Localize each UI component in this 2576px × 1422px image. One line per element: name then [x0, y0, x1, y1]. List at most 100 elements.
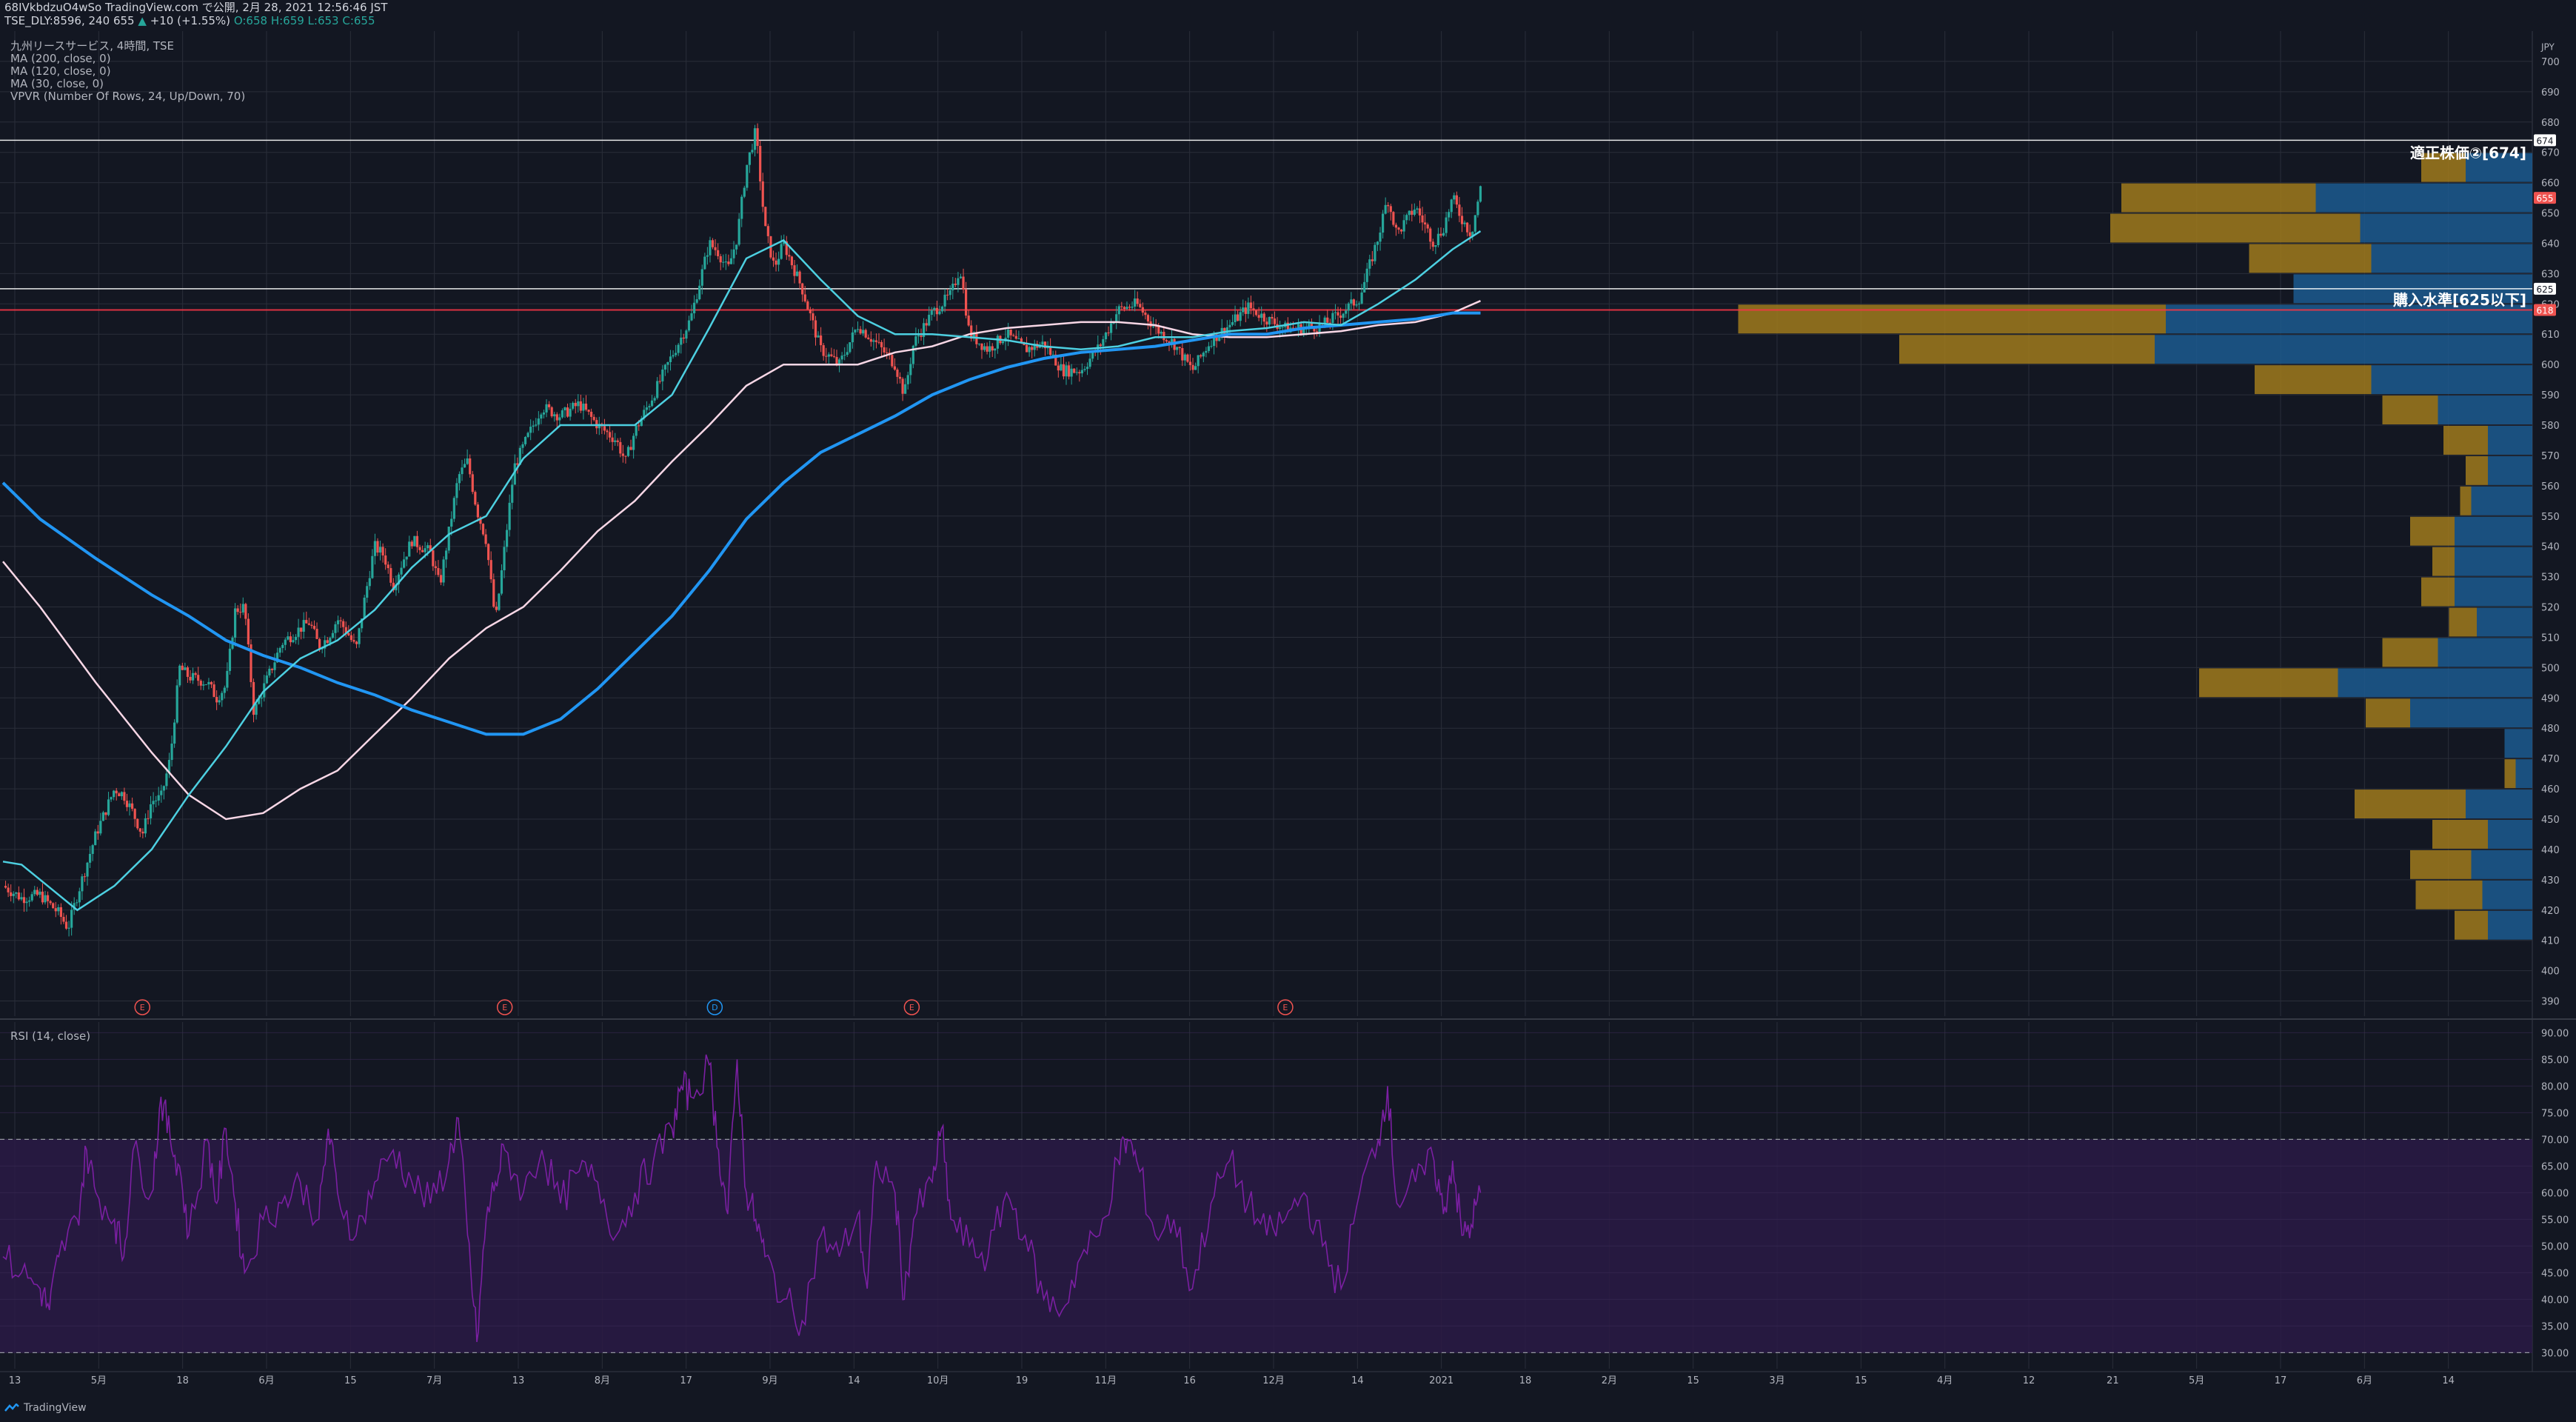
legend-ma30[interactable]: MA (30, close, 0): [10, 77, 104, 90]
candle-body-up: [149, 804, 153, 818]
candle-body-down: [54, 908, 57, 912]
volume-profile-bar-up: [2371, 365, 2532, 395]
candle-body-up: [221, 692, 224, 701]
candle-body-up: [165, 773, 168, 787]
candle-body-up: [680, 337, 683, 345]
candle-body-up: [553, 414, 556, 417]
candle-body-up: [76, 902, 78, 904]
candle-body-up: [88, 853, 92, 863]
candle-body-up: [1070, 368, 1073, 377]
candle-body-down: [83, 876, 87, 878]
time-tick-label: 12: [2023, 1375, 2035, 1386]
legend-vpvr[interactable]: VPVR (Number Of Rows, 24, Up/Down, 70): [10, 90, 246, 103]
candle-body-up: [513, 463, 516, 485]
time-tick-label: 3月: [1769, 1375, 1784, 1386]
candle-body-down: [389, 568, 392, 583]
volume-profile-bar-up: [2315, 183, 2532, 213]
volume-profile-bar-down: [2121, 183, 2316, 213]
candle-body-down: [1025, 344, 1028, 353]
candle-body-down: [244, 604, 247, 619]
candle-body-down: [342, 621, 345, 627]
candle-body-up: [368, 578, 371, 587]
candle-body-down: [1178, 347, 1181, 349]
candle-body-down: [62, 916, 65, 922]
candle-body-up: [20, 897, 23, 900]
footer-brand[interactable]: TradingView: [4, 1402, 87, 1414]
earnings-marker-label: E: [140, 1003, 145, 1012]
candle-body-down: [1426, 224, 1429, 229]
candle-body-down: [315, 629, 318, 639]
candle-body-up: [128, 803, 131, 807]
time-tick-label: 11月: [1095, 1375, 1117, 1386]
candle-body-up: [849, 342, 852, 353]
candle-body-down: [141, 831, 144, 834]
rsi-tick-label: 40.00: [2541, 1295, 2569, 1306]
candle-body-up: [1194, 366, 1197, 370]
candle-body-down: [349, 635, 352, 641]
rsi-tick-label: 85.00: [2541, 1055, 2569, 1066]
candle-body-up: [1368, 259, 1371, 269]
candle-body-up: [1384, 204, 1387, 214]
candle-body-up: [1402, 220, 1405, 232]
candle-body-up: [397, 574, 401, 585]
candle-body-up: [403, 559, 406, 568]
volume-profile-bar-down: [2366, 698, 2410, 728]
time-tick-label: 17: [2275, 1375, 2287, 1386]
ma120-line: [1, 311, 1481, 736]
candle-body-up: [983, 346, 986, 350]
price-tick-label: 410: [2541, 936, 2560, 947]
candle-body-down: [1352, 299, 1356, 306]
candle-body-up: [1242, 307, 1245, 313]
candle-body-down: [326, 640, 329, 644]
candle-body-up: [1355, 304, 1358, 306]
candle-body-down: [476, 504, 479, 518]
candle-body-up: [1239, 312, 1242, 321]
candle-body-down: [1429, 228, 1432, 242]
candle-body-up: [455, 483, 458, 498]
volume-profile-bar-down: [1738, 304, 2166, 334]
rsi-pane-title[interactable]: RSI (14, close): [10, 1029, 91, 1043]
time-tick-label: 6月: [258, 1375, 274, 1386]
candle-body-up: [1091, 351, 1094, 359]
earnings-marker-icon: [903, 999, 920, 1015]
candle-body-up: [856, 329, 860, 330]
candle-body-up: [780, 244, 783, 259]
candle-body-up: [336, 620, 340, 624]
candle-body-up: [561, 410, 564, 418]
candle-body-down: [236, 608, 239, 612]
candle-body-down: [147, 818, 150, 819]
candle-body-down: [487, 544, 490, 561]
candle-body-down: [962, 276, 965, 290]
candle-body-down: [638, 425, 640, 427]
candle-body-up: [334, 624, 337, 633]
candle-body-up: [1001, 341, 1005, 344]
volume-profile-bar-down: [2432, 547, 2455, 576]
candle-body-down: [347, 632, 350, 635]
candle-body-down: [1397, 227, 1400, 230]
candle-body-down: [115, 790, 118, 794]
candle-body-up: [1374, 244, 1376, 261]
candle-body-down: [880, 341, 883, 347]
candle-body-up: [1117, 306, 1120, 315]
legend-ma200[interactable]: MA (200, close, 0): [10, 52, 111, 65]
candle-body-down: [1286, 322, 1289, 333]
candle-body-down: [489, 560, 492, 580]
price-axis-tag: [2534, 192, 2556, 204]
legend-symbol-title[interactable]: 九州リースサービス, 4時間, TSE: [10, 39, 175, 53]
candle-body-up: [120, 792, 123, 797]
candle-body-up: [30, 894, 33, 901]
candle-body-up: [1260, 313, 1263, 318]
time-tick-label: 14: [1351, 1375, 1364, 1386]
legend-ma120[interactable]: MA (120, close, 0): [10, 64, 111, 78]
candle-body-down: [1387, 204, 1390, 207]
rsi-tick-label: 45.00: [2541, 1268, 2569, 1279]
price-axis-tag-label: 674: [2537, 136, 2554, 146]
candle-body-down: [901, 378, 904, 394]
candle-body-down: [1313, 327, 1316, 332]
candle-body-up: [302, 620, 305, 632]
candle-body-down: [835, 356, 838, 364]
candle-body-up: [395, 584, 398, 590]
candle-body-up: [1360, 292, 1363, 304]
candle-body-up: [751, 150, 754, 153]
